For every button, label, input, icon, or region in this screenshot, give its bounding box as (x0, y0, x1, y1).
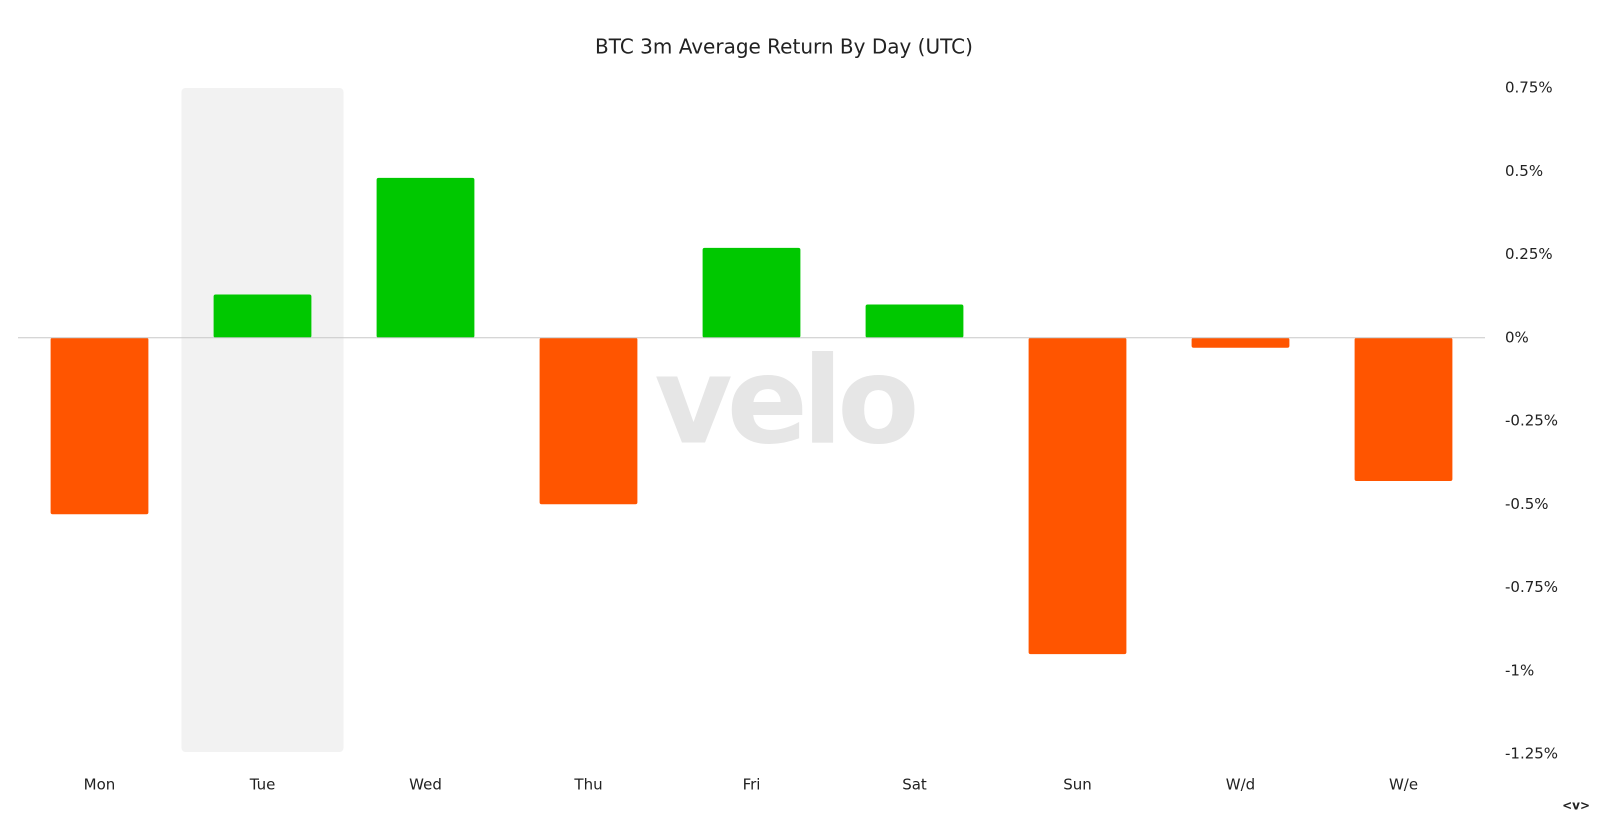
y-tick-label: 0% (1505, 328, 1529, 346)
y-tick-label: -0.25% (1505, 412, 1558, 430)
bar (376, 177, 475, 338)
bar (539, 337, 638, 505)
bar (702, 247, 801, 338)
x-tick-label: Sat (902, 776, 927, 794)
x-tick-label: Fri (743, 776, 761, 794)
y-tick-label: 0.5% (1505, 162, 1543, 180)
y-tick-label: -1.25% (1505, 745, 1558, 763)
x-tick-label: Mon (84, 776, 116, 794)
y-tick-label: -0.5% (1505, 495, 1549, 513)
footer-mark: <v> (1562, 799, 1590, 813)
hover-highlight (181, 88, 344, 752)
bar (1028, 337, 1127, 655)
x-tick-label: Tue (249, 776, 276, 794)
x-tick-label: Thu (573, 776, 602, 794)
bar (213, 294, 312, 338)
bar (50, 337, 149, 515)
x-tick-label: Sun (1063, 776, 1092, 794)
y-tick-label: -1% (1505, 661, 1534, 679)
bar (1191, 337, 1290, 348)
y-tick-label: -0.75% (1505, 578, 1558, 596)
bar (1354, 337, 1453, 481)
x-tick-label: Wed (409, 776, 442, 794)
watermark: velo (654, 333, 915, 472)
x-tick-label: W/d (1226, 776, 1255, 794)
y-tick-label: 0.25% (1505, 245, 1553, 263)
chart-title: BTC 3m Average Return By Day (UTC) (595, 35, 973, 59)
x-tick-label: W/e (1389, 776, 1418, 794)
y-tick-label: 0.75% (1505, 79, 1553, 97)
bar (865, 304, 964, 338)
